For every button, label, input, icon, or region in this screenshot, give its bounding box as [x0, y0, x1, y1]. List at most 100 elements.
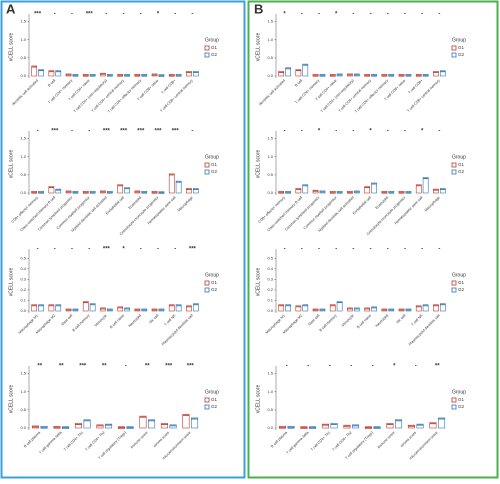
x-tick-label: Monocyte: [341, 314, 355, 328]
panel-frame: [0, 0, 246, 479]
significance: -: [301, 129, 303, 135]
y-tick-label: 1.5: [267, 19, 273, 24]
box: [295, 305, 302, 312]
y-tick-label: 0.0: [20, 425, 26, 430]
y-tick-label: 0.5: [267, 407, 273, 412]
box: [31, 304, 38, 312]
x-tick-label: dendritic cell activated: [11, 79, 39, 107]
significance: ***: [34, 12, 42, 18]
x-tick-label: immune score: [130, 431, 149, 450]
y-tick-label: 0.5: [20, 407, 26, 412]
y-tick-label: 0.5: [267, 55, 273, 60]
significance: ***: [189, 247, 197, 253]
y-tick-label: 0.5: [267, 255, 273, 260]
box: [100, 307, 106, 312]
x-tick-label: T cell CD8+ central memory: [159, 78, 193, 112]
significance: -: [421, 247, 423, 253]
x-tick-label: T cell CD4+ effector memory: [107, 78, 142, 113]
legend-label: G1: [211, 397, 218, 402]
box: [438, 417, 446, 429]
legend-label: G1: [211, 162, 218, 167]
significance: ***: [165, 364, 173, 370]
significance: -: [307, 364, 309, 370]
significance: -: [372, 364, 374, 370]
significance: -: [301, 247, 303, 253]
legend-label: G1: [458, 397, 465, 402]
legend-label: G2: [211, 404, 218, 409]
y-tick-label: 1.5: [20, 371, 26, 376]
box: [186, 305, 192, 312]
y-axis-title: xCELL score: [8, 33, 14, 62]
legend-swatch: [451, 397, 457, 403]
significance: -: [350, 364, 352, 370]
box: [175, 304, 182, 312]
significance: -: [284, 247, 286, 253]
legend-title: Group: [205, 154, 219, 160]
significance: ***: [154, 129, 162, 135]
x-tick-label: Mast cell: [308, 313, 321, 326]
box: [295, 69, 302, 77]
x-tick-label: T cell gamma delta: [285, 431, 309, 455]
box: [186, 71, 192, 77]
legend-swatch: [204, 404, 210, 410]
significance: -: [123, 12, 125, 18]
significance: -: [387, 12, 389, 18]
x-tick-label: Plasmacytoid dendritic cell: [161, 313, 194, 346]
box: [82, 301, 89, 312]
legend-label: G1: [458, 45, 465, 50]
x-tick-label: Endothelial cell: [352, 195, 372, 215]
x-tick-label: Myeloid dendritic cell activated: [317, 196, 354, 233]
panel-frame: [247, 0, 499, 479]
x-tick-label: Common myeloid progenitor: [303, 195, 338, 230]
box: [439, 70, 446, 77]
significance: -: [191, 129, 193, 135]
legend-swatch: [204, 287, 210, 293]
significance: -: [54, 247, 56, 253]
significance: -: [438, 129, 440, 135]
y-axis-title: xCELL score: [8, 385, 14, 414]
box: [48, 304, 55, 312]
box: [330, 423, 338, 429]
box: [422, 304, 429, 312]
box: [395, 419, 403, 429]
significance: -: [174, 12, 176, 18]
significance: **: [37, 364, 42, 370]
box: [371, 182, 377, 194]
box: [321, 423, 329, 429]
box: [278, 304, 285, 312]
x-tick-label: Myeloid dendritic cell activated: [70, 196, 107, 233]
significance: **: [59, 364, 64, 370]
y-tick-label: 1.5: [20, 136, 26, 141]
significance: -: [140, 247, 142, 253]
significance: *: [393, 364, 396, 370]
legend-swatch: [451, 280, 457, 286]
legend-label: G2: [458, 52, 465, 57]
significance: -: [105, 12, 107, 18]
significance: -: [404, 247, 406, 253]
significance: -: [88, 129, 90, 135]
x-tick-label: Class-switched memory B cell: [19, 195, 56, 232]
legend-swatch: [204, 397, 210, 403]
x-tick-label: Macrophage: [424, 196, 441, 213]
x-tick-label: T cell CD4+ (non-regulatory): [73, 79, 108, 114]
box: [415, 305, 422, 312]
y-axis-title: xCELL score: [255, 33, 261, 62]
x-tick-label: Plasmacytoid dendritic cell: [408, 313, 441, 346]
y-tick-label: 0.1: [267, 298, 273, 303]
legend-swatch: [451, 404, 457, 410]
x-tick-label: B cell plasma: [23, 431, 41, 449]
significance: -: [54, 12, 56, 18]
significance: *: [421, 129, 424, 135]
significance: ***: [86, 12, 94, 18]
legend-title: Group: [452, 389, 466, 395]
significance: -: [421, 12, 423, 18]
box: [83, 419, 91, 429]
significance: **: [145, 364, 150, 370]
box: [285, 67, 291, 77]
box: [336, 301, 343, 312]
significance: *: [283, 12, 286, 18]
significance: -: [71, 12, 73, 18]
legend-label: G2: [211, 287, 218, 292]
legend-swatch: [451, 169, 457, 175]
x-tick-label: immune score: [377, 431, 396, 450]
